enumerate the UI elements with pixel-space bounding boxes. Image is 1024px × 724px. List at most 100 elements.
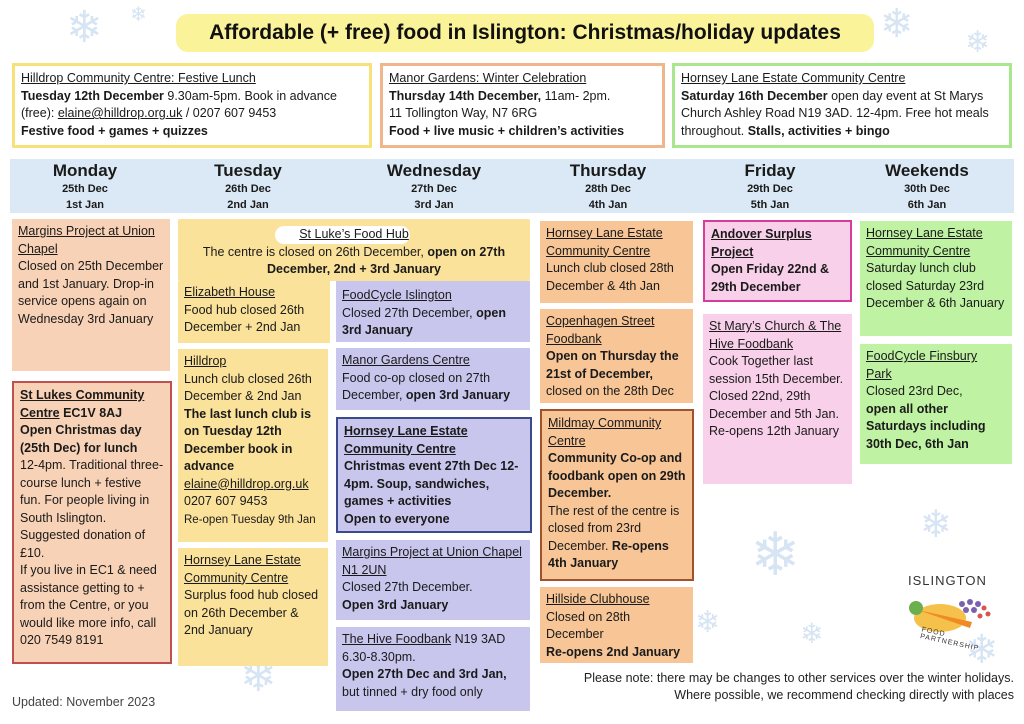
day-weekends: Weekends 30th Dec 6th Jan — [857, 161, 997, 213]
event-footer: Stalls, activities + bingo — [747, 123, 890, 138]
card-text: Re-opens 12th January — [709, 424, 839, 438]
card-bold-text: open 3rd January — [405, 388, 511, 402]
card-bold-text: Community Co-op and foodbank open on 29t… — [548, 451, 686, 500]
card-bold-text: Open Christmas day (25th Dec) for lunch — [20, 423, 142, 455]
card-hornsey-lane-tuesday: Hornsey Lane Estate Community Centre Sur… — [178, 548, 328, 666]
event-heading: Manor Gardens: Winter Celebration — [389, 71, 587, 85]
day-thursday: Thursday 28th Dec 4th Jan — [538, 161, 678, 213]
card-bold-text: open 3rd January — [342, 305, 506, 338]
snowflake-icon: ❄ — [880, 1, 914, 47]
day-name: Monday — [52, 161, 118, 180]
event-address: 11 Tollington Way, N7 6RG — [389, 106, 538, 120]
card-heading: The Hive Foodbank — [342, 632, 452, 646]
card-text: Saturday lunch club closed Saturday 23rd… — [866, 261, 1005, 310]
card-bold-text: Open 27th Dec and 3rd Jan, — [342, 667, 507, 681]
card-text: closed on the 28th Dec — [546, 384, 674, 398]
card-elizabeth-house: Elizabeth House Food hub closed 26th Dec… — [178, 281, 330, 343]
event-date: Tuesday 12th December — [21, 88, 164, 103]
card-text: Closed 27th December. — [342, 580, 473, 594]
email-link[interactable]: elaine@hilldrop.org.uk — [184, 476, 309, 491]
card-foodcycle-finsbury-park: FoodCycle Finsbury Park Closed 23rd Dec,… — [860, 344, 1012, 464]
day-date: 5th Jan — [750, 199, 790, 211]
day-wednesday: Wednesday 27th Dec 3rd Jan — [364, 161, 504, 213]
card-bold-text: Re-opens 2nd January — [546, 644, 681, 659]
card-st-lukes-community-centre: St Lukes Community Centre EC1V 8AJ Open … — [12, 381, 172, 664]
day-date: 27th Dec — [411, 183, 457, 195]
card-margins-project-wednesday: Margins Project at Union Chapel N1 2UN C… — [336, 540, 530, 620]
event-date: Saturday 16th December — [681, 88, 828, 103]
event-heading: Hornsey Lane Estate Community Centre — [681, 71, 906, 85]
card-margins-project: Margins Project at Union Chapel Closed o… — [12, 219, 170, 371]
card-text: Lunch club closed 26th December & 2nd Ja… — [184, 371, 312, 404]
phone-text: 0207 607 9453 — [184, 494, 268, 508]
day-date: 1st Jan — [66, 199, 104, 211]
card-hornsey-lane-weekends: Hornsey Lane Estate Community Centre Sat… — [860, 221, 1012, 336]
event-text: open day event at St Marys Church Ashley… — [681, 88, 989, 138]
card-text: If you live in EC1 & need assistance get… — [20, 563, 157, 647]
card-heading: Margins Project at Union Chapel N1 2UN — [342, 545, 522, 577]
event-footer: Food + live music + children’s activitie… — [389, 123, 625, 138]
card-text: Closed 27th December, — [342, 305, 477, 320]
card-hornsey-lane-wednesday: Hornsey Lane Estate Community Centre Chr… — [336, 417, 532, 533]
card-hornsey-lane-thursday: Hornsey Lane Estate Community Centre Lun… — [540, 221, 693, 303]
card-andover-surplus-project: Andover Surplus Project Open Friday 22nd… — [703, 220, 852, 302]
event-hilldrop-festive-lunch: Hilldrop Community Centre: Festive Lunch… — [12, 63, 372, 148]
card-bold-text: Re-opens 4th January — [548, 538, 669, 571]
card-text: Closed on 28th December — [546, 609, 631, 642]
day-name: Thursday — [569, 161, 647, 180]
card-hillside-clubhouse: Hillside Clubhouse Closed on 28th Decemb… — [540, 587, 693, 663]
card-bold-text: Open Friday 22nd & 29th December — [711, 262, 830, 294]
event-heading: Hilldrop Community Centre: Festive Lunch — [21, 71, 256, 85]
event-date: Thursday 14th December, — [389, 88, 542, 103]
page-title: Affordable (+ free) food in Islington: C… — [176, 14, 874, 52]
day-name: Friday — [744, 161, 796, 180]
card-heading: Mildmay Community Centre — [548, 416, 662, 448]
snowflake-icon: ❄ — [750, 520, 801, 590]
card-heading: Manor Gardens Centre — [342, 353, 470, 367]
day-date: 30th Dec — [904, 183, 950, 195]
card-heading: Elizabeth House — [184, 285, 276, 299]
card-bold-text: The last lunch club is on Tuesday 12th D… — [184, 406, 312, 474]
day-date: 28th Dec — [585, 183, 631, 195]
card-text: 6.30-8.30pm. — [342, 649, 416, 664]
day-date: 6th Jan — [907, 199, 947, 211]
card-heading: Hillside Clubhouse — [546, 592, 650, 606]
day-date: 3rd Jan — [414, 199, 454, 211]
email-link[interactable]: elaine@hilldrop.org.uk — [57, 106, 183, 120]
islington-food-partnership-logo: ISLINGTON FOOD PARTNERSHIP — [900, 573, 1005, 653]
event-hornsey-lane-open-day: Hornsey Lane Estate Community Centre Sat… — [672, 63, 1012, 148]
card-text: but tinned + dry food only — [342, 684, 483, 699]
card-heading: Copenhagen Street Foodbank — [546, 314, 655, 346]
event-text: 11am- 2pm. — [541, 88, 611, 103]
card-text: Cook Together last session 15th December… — [709, 354, 844, 421]
day-date: 29th Dec — [747, 183, 793, 195]
card-heading: Hilldrop — [184, 354, 227, 368]
card-foodcycle-islington: FoodCycle Islington Closed 27th December… — [336, 283, 530, 342]
day-date: 2nd Jan — [227, 199, 269, 211]
day-name: Weekends — [885, 161, 969, 180]
card-text: Closed 23rd Dec, — [866, 384, 963, 398]
card-bold-text: open all other Saturdays including 30th … — [866, 401, 986, 451]
card-bold-text: Open 3rd January — [342, 597, 449, 612]
card-heading: Margins Project at Union Chapel — [18, 224, 155, 256]
card-bold-text: open on 27th December, 2nd + 3rd January — [266, 244, 506, 277]
st-lukes-food-hub-text: St Luke’s Food Hub The centre is closed … — [180, 224, 528, 282]
card-heading: St Mary’s Church & The Hive Foodbank — [709, 319, 842, 351]
phone-text: / 0207 607 9453 — [182, 106, 277, 120]
day-date: 26th Dec — [225, 183, 271, 195]
card-text: 12-4pm. Traditional three-course lunch +… — [20, 458, 164, 560]
card-st-marys-church-hive: St Mary’s Church & The Hive Foodbank Coo… — [703, 314, 852, 484]
card-text: Surplus food hub closed on 26th December… — [184, 588, 319, 637]
snowflake-icon: ❄ — [695, 605, 721, 640]
card-manor-gardens-centre: Manor Gardens Centre Food co-op closed o… — [336, 348, 530, 410]
card-st-lukes-food-hub-lower — [336, 281, 530, 283]
card-text: Lunch club closed 28th December & 4th Ja… — [546, 261, 674, 293]
snowflake-icon: ❄ — [130, 2, 147, 26]
snowflake-icon: ❄ — [965, 25, 991, 60]
card-bold-text: Open on Thursday the 21st of December, — [546, 349, 679, 381]
day-date: 4th Jan — [588, 199, 628, 211]
card-postcode: EC1V 8AJ — [59, 405, 123, 420]
day-monday: Monday 25th Dec 1st Jan — [15, 161, 155, 213]
snowflake-icon: ❄ — [66, 2, 103, 53]
card-text: Closed on 25th December and 1st January.… — [18, 259, 164, 326]
